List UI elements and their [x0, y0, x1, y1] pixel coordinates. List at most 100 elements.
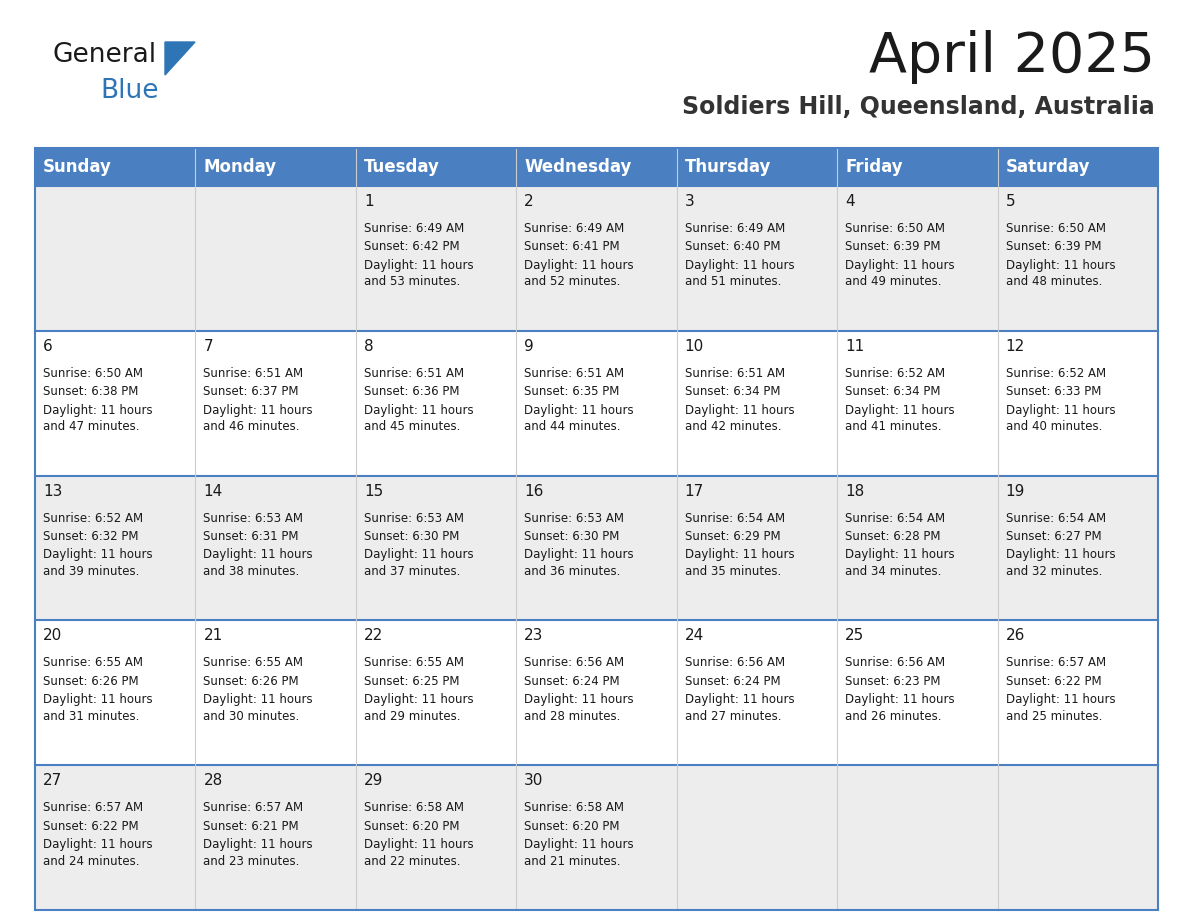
- Text: 12: 12: [1005, 339, 1025, 353]
- Text: Sunset: 6:23 PM: Sunset: 6:23 PM: [845, 675, 941, 688]
- Text: Sunrise: 6:51 AM: Sunrise: 6:51 AM: [203, 367, 304, 380]
- Text: and 22 minutes.: and 22 minutes.: [364, 855, 461, 868]
- Text: 19: 19: [1005, 484, 1025, 498]
- Text: Saturday: Saturday: [1005, 158, 1091, 176]
- Text: Daylight: 11 hours: Daylight: 11 hours: [364, 838, 474, 851]
- Text: 23: 23: [524, 629, 544, 644]
- Text: and 40 minutes.: and 40 minutes.: [1005, 420, 1102, 433]
- Text: Monday: Monday: [203, 158, 277, 176]
- Text: 14: 14: [203, 484, 222, 498]
- Text: 1: 1: [364, 194, 373, 209]
- Text: Daylight: 11 hours: Daylight: 11 hours: [43, 693, 152, 706]
- Text: 8: 8: [364, 339, 373, 353]
- Text: and 25 minutes.: and 25 minutes.: [1005, 710, 1102, 722]
- Text: Daylight: 11 hours: Daylight: 11 hours: [524, 259, 634, 272]
- Text: and 53 minutes.: and 53 minutes.: [364, 275, 460, 288]
- Text: Daylight: 11 hours: Daylight: 11 hours: [43, 838, 152, 851]
- Text: April 2025: April 2025: [868, 30, 1155, 84]
- Bar: [34, 148, 1158, 910]
- Text: Friday: Friday: [845, 158, 903, 176]
- Text: Sunrise: 6:54 AM: Sunrise: 6:54 AM: [684, 511, 785, 524]
- Text: Blue: Blue: [100, 78, 158, 104]
- Bar: [34, 148, 1158, 186]
- Text: Daylight: 11 hours: Daylight: 11 hours: [364, 259, 474, 272]
- Text: and 23 minutes.: and 23 minutes.: [203, 855, 299, 868]
- Polygon shape: [165, 42, 195, 75]
- Text: Sunset: 6:41 PM: Sunset: 6:41 PM: [524, 241, 620, 253]
- Text: and 36 minutes.: and 36 minutes.: [524, 565, 620, 578]
- Text: and 29 minutes.: and 29 minutes.: [364, 710, 461, 722]
- Text: Daylight: 11 hours: Daylight: 11 hours: [364, 404, 474, 417]
- Text: 2: 2: [524, 194, 533, 209]
- Text: Daylight: 11 hours: Daylight: 11 hours: [203, 548, 314, 561]
- Text: Daylight: 11 hours: Daylight: 11 hours: [43, 548, 152, 561]
- Bar: [34, 330, 1158, 476]
- Text: and 32 minutes.: and 32 minutes.: [1005, 565, 1102, 578]
- Text: Sunrise: 6:56 AM: Sunrise: 6:56 AM: [524, 656, 625, 669]
- Text: Sunset: 6:37 PM: Sunset: 6:37 PM: [203, 386, 299, 398]
- Text: Sunset: 6:42 PM: Sunset: 6:42 PM: [364, 241, 460, 253]
- Text: Sunset: 6:31 PM: Sunset: 6:31 PM: [203, 530, 299, 543]
- Text: Soldiers Hill, Queensland, Australia: Soldiers Hill, Queensland, Australia: [682, 95, 1155, 119]
- Text: and 47 minutes.: and 47 minutes.: [43, 420, 139, 433]
- Text: Sunset: 6:29 PM: Sunset: 6:29 PM: [684, 530, 781, 543]
- Text: and 35 minutes.: and 35 minutes.: [684, 565, 781, 578]
- Text: 21: 21: [203, 629, 222, 644]
- Text: Tuesday: Tuesday: [364, 158, 440, 176]
- Text: and 26 minutes.: and 26 minutes.: [845, 710, 942, 722]
- Text: Sunrise: 6:52 AM: Sunrise: 6:52 AM: [1005, 367, 1106, 380]
- Text: Sunrise: 6:50 AM: Sunrise: 6:50 AM: [845, 222, 946, 235]
- Text: and 44 minutes.: and 44 minutes.: [524, 420, 621, 433]
- Text: Daylight: 11 hours: Daylight: 11 hours: [1005, 259, 1116, 272]
- Text: and 39 minutes.: and 39 minutes.: [43, 565, 139, 578]
- Text: Daylight: 11 hours: Daylight: 11 hours: [684, 548, 795, 561]
- Text: and 37 minutes.: and 37 minutes.: [364, 565, 460, 578]
- Text: 13: 13: [43, 484, 63, 498]
- Text: and 21 minutes.: and 21 minutes.: [524, 855, 621, 868]
- Text: Daylight: 11 hours: Daylight: 11 hours: [524, 548, 634, 561]
- Text: 24: 24: [684, 629, 704, 644]
- Text: 18: 18: [845, 484, 865, 498]
- Text: and 49 minutes.: and 49 minutes.: [845, 275, 942, 288]
- Bar: [34, 186, 1158, 330]
- Text: Sunrise: 6:54 AM: Sunrise: 6:54 AM: [845, 511, 946, 524]
- Text: Sunset: 6:20 PM: Sunset: 6:20 PM: [524, 820, 620, 833]
- Text: 10: 10: [684, 339, 704, 353]
- Text: and 41 minutes.: and 41 minutes.: [845, 420, 942, 433]
- Text: Sunset: 6:35 PM: Sunset: 6:35 PM: [524, 386, 620, 398]
- Text: Sunrise: 6:49 AM: Sunrise: 6:49 AM: [524, 222, 625, 235]
- Text: Sunrise: 6:51 AM: Sunrise: 6:51 AM: [524, 367, 625, 380]
- Text: and 34 minutes.: and 34 minutes.: [845, 565, 942, 578]
- Text: 22: 22: [364, 629, 383, 644]
- Text: and 48 minutes.: and 48 minutes.: [1005, 275, 1102, 288]
- Text: Sunset: 6:30 PM: Sunset: 6:30 PM: [364, 530, 460, 543]
- Text: Sunrise: 6:58 AM: Sunrise: 6:58 AM: [364, 801, 463, 814]
- Text: 5: 5: [1005, 194, 1016, 209]
- Text: Sunrise: 6:53 AM: Sunrise: 6:53 AM: [524, 511, 624, 524]
- Text: 7: 7: [203, 339, 213, 353]
- Text: Sunrise: 6:49 AM: Sunrise: 6:49 AM: [684, 222, 785, 235]
- Text: Sunset: 6:22 PM: Sunset: 6:22 PM: [43, 820, 139, 833]
- Text: Sunset: 6:25 PM: Sunset: 6:25 PM: [364, 675, 460, 688]
- Text: Sunrise: 6:52 AM: Sunrise: 6:52 AM: [845, 367, 946, 380]
- Text: and 31 minutes.: and 31 minutes.: [43, 710, 139, 722]
- Text: Sunrise: 6:53 AM: Sunrise: 6:53 AM: [203, 511, 303, 524]
- Text: Sunset: 6:32 PM: Sunset: 6:32 PM: [43, 530, 139, 543]
- Text: Sunset: 6:33 PM: Sunset: 6:33 PM: [1005, 386, 1101, 398]
- Text: Sunset: 6:36 PM: Sunset: 6:36 PM: [364, 386, 460, 398]
- Text: Sunrise: 6:55 AM: Sunrise: 6:55 AM: [364, 656, 463, 669]
- Text: Sunrise: 6:57 AM: Sunrise: 6:57 AM: [1005, 656, 1106, 669]
- Text: Sunset: 6:39 PM: Sunset: 6:39 PM: [1005, 241, 1101, 253]
- Text: 9: 9: [524, 339, 535, 353]
- Text: 15: 15: [364, 484, 383, 498]
- Text: Daylight: 11 hours: Daylight: 11 hours: [845, 404, 955, 417]
- Text: Thursday: Thursday: [684, 158, 771, 176]
- Text: 26: 26: [1005, 629, 1025, 644]
- Text: 27: 27: [43, 773, 62, 789]
- Text: Wednesday: Wednesday: [524, 158, 632, 176]
- Text: and 38 minutes.: and 38 minutes.: [203, 565, 299, 578]
- Text: Daylight: 11 hours: Daylight: 11 hours: [845, 548, 955, 561]
- Text: and 27 minutes.: and 27 minutes.: [684, 710, 782, 722]
- Text: Daylight: 11 hours: Daylight: 11 hours: [364, 548, 474, 561]
- Text: 30: 30: [524, 773, 544, 789]
